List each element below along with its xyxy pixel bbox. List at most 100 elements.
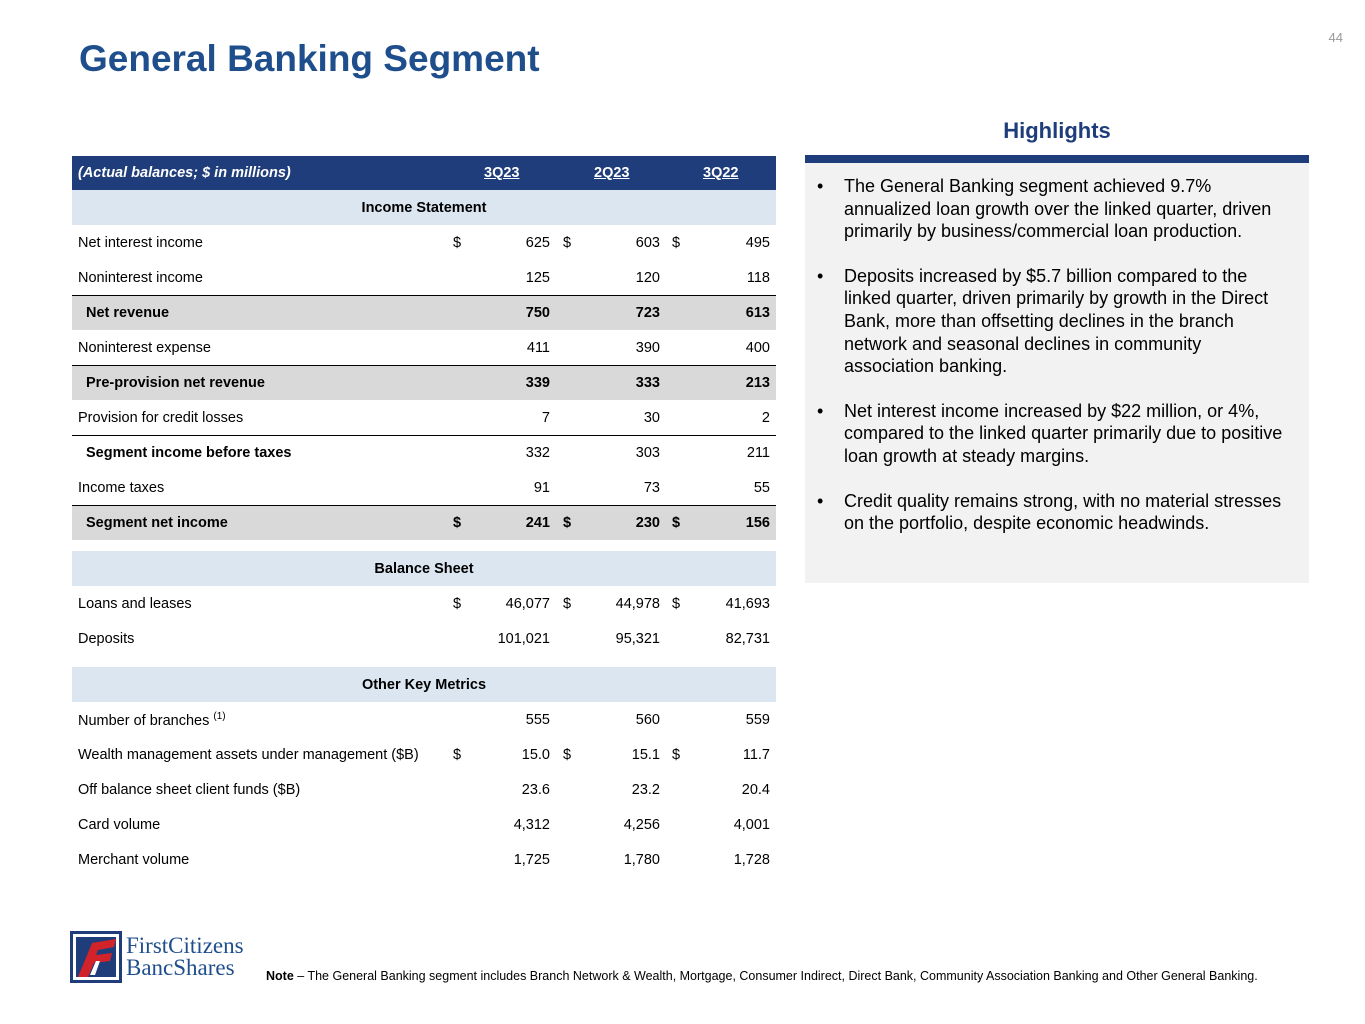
row-value: 555: [525, 711, 550, 728]
section-label: Other Key Metrics: [361, 676, 487, 693]
spacer: [72, 656, 776, 667]
dollar-sign: $: [563, 515, 572, 531]
row-label: Number of branches (1): [78, 711, 226, 729]
row-value: 4,001: [733, 816, 770, 833]
col-2q23: 2Q23: [594, 165, 630, 181]
row-label-text: Segment net income: [86, 515, 228, 531]
row-label: Provision for credit losses: [78, 410, 243, 426]
row-label-text: Number of branches: [78, 712, 210, 729]
flag-logo-icon: [70, 931, 122, 983]
note-label: Note: [266, 969, 294, 983]
header-label: (Actual balances; $ in millions): [78, 165, 291, 181]
row-value: 625: [525, 234, 550, 251]
section-label: Income Statement: [361, 199, 487, 216]
table-row: Deposits 101,021 95,321 82,731: [72, 621, 776, 656]
row-value: 73: [643, 479, 660, 496]
row-label: Merchant volume: [78, 852, 189, 868]
row-value: 15.0: [521, 746, 550, 763]
row-value: 95,321: [615, 630, 660, 647]
row-value: 125: [525, 269, 550, 286]
dollar-sign: $: [453, 746, 462, 763]
logo-line2: BancShares: [126, 955, 235, 980]
dollar-sign: $: [672, 595, 681, 612]
highlight-bullet: • The General Banking segment achieved 9.…: [817, 175, 1295, 243]
table-row: Income taxes 91 73 55: [72, 470, 776, 505]
highlights-bar: [805, 155, 1309, 163]
row-value: 241: [525, 515, 550, 531]
logo-line1: FirstCitizens: [126, 933, 244, 958]
row-label-text: Off balance sheet client funds ($B): [78, 781, 301, 798]
row-label-text: Wealth management assets under managemen…: [78, 746, 419, 763]
dollar-sign: $: [563, 234, 572, 251]
row-value: 1,725: [513, 851, 550, 868]
row-label: Segment net income: [86, 515, 228, 531]
row-value: 15.1: [631, 746, 660, 763]
bullet-text: The General Banking segment achieved 9.7…: [844, 176, 1272, 242]
table-row: Number of branches (1) 555 560 559: [72, 702, 776, 737]
page-title: General Banking Segment: [79, 38, 540, 79]
col-3q23: 3Q23: [484, 165, 520, 181]
table-row: Noninterest expense 411 390 400: [72, 330, 776, 365]
dollar-sign: $: [453, 595, 462, 612]
table-row: Net interest income $625 $603 $495: [72, 225, 776, 260]
footnote-ref: (1): [213, 710, 226, 722]
row-label-text: Merchant volume: [78, 851, 190, 868]
section-header: Other Key Metrics: [72, 667, 776, 702]
row-value: 411: [526, 339, 550, 356]
highlight-bullet: • Credit quality remains strong, with no …: [817, 490, 1295, 535]
row-value: 30: [643, 409, 660, 426]
row-value: 211: [746, 445, 770, 461]
section-label: Balance Sheet: [374, 560, 474, 577]
footnote: Note – The General Banking segment inclu…: [266, 969, 1258, 983]
table-row: Provision for credit losses 7 30 2: [72, 400, 776, 435]
highlights-title: Highlights: [1003, 118, 1111, 143]
bullet-text: Deposits increased by $5.7 billion compa…: [844, 265, 1269, 377]
logo: FirstCitizens BancShares: [70, 931, 244, 983]
bullet-icon: •: [817, 265, 824, 286]
row-value: 400: [745, 339, 770, 356]
dollar-sign: $: [672, 515, 681, 531]
row-value: 333: [635, 375, 660, 391]
row-label-text: Income taxes: [78, 479, 165, 496]
row-value: 7: [541, 409, 550, 426]
row-value: 613: [745, 305, 770, 321]
highlights-box: • The General Banking segment achieved 9.…: [805, 163, 1309, 583]
row-value: 1,728: [733, 851, 770, 868]
table-row: Noninterest income 125 120 118: [72, 260, 776, 295]
financial-table: (Actual balances; $ in millions) 3Q23 2Q…: [72, 156, 776, 877]
table-row: Loans and leases $46,077 $44,978 $41,693: [72, 586, 776, 621]
dollar-sign: $: [672, 234, 681, 251]
page-number: 44: [1328, 30, 1343, 45]
table-row: Off balance sheet client funds ($B) 23.6 2…: [72, 772, 776, 807]
row-label-text: Deposits: [78, 630, 135, 647]
row-value: 303: [635, 445, 660, 461]
row-label-text: Net interest income: [78, 234, 203, 251]
row-label-text: Provision for credit losses: [78, 409, 244, 426]
row-value: 55: [753, 479, 770, 496]
row-label: Net revenue: [86, 305, 169, 321]
table-row: Pre-provision net revenue 339 333 213: [72, 365, 776, 400]
row-label-text: Loans and leases: [78, 595, 192, 612]
row-value: 332: [525, 445, 550, 461]
bullet-text: Net interest income increased by $22 mil…: [844, 400, 1283, 466]
row-value: 156: [745, 515, 770, 531]
bullet-text: Credit quality remains strong, with no m…: [844, 490, 1282, 534]
row-label: Noninterest expense: [78, 340, 211, 356]
dollar-sign: $: [563, 595, 572, 612]
row-value: 750: [525, 305, 550, 321]
row-value: 4,312: [513, 816, 550, 833]
note-text: – The General Banking segment includes B…: [293, 969, 1258, 983]
table-row: Wealth management assets under managemen…: [72, 737, 776, 772]
row-label: Net interest income: [78, 235, 203, 251]
spacer: [72, 540, 776, 551]
row-value: 23.6: [521, 781, 550, 798]
row-value: 559: [745, 711, 770, 728]
row-value: 82,731: [725, 630, 770, 647]
dollar-sign: $: [453, 234, 462, 251]
row-label: Noninterest income: [78, 270, 203, 286]
row-label: Wealth management assets under managemen…: [78, 747, 419, 763]
row-label: Income taxes: [78, 480, 164, 496]
row-value: 603: [635, 234, 660, 251]
row-label: Off balance sheet client funds ($B): [78, 782, 300, 798]
table-row: Segment net income $241 $230 $156: [72, 505, 776, 540]
